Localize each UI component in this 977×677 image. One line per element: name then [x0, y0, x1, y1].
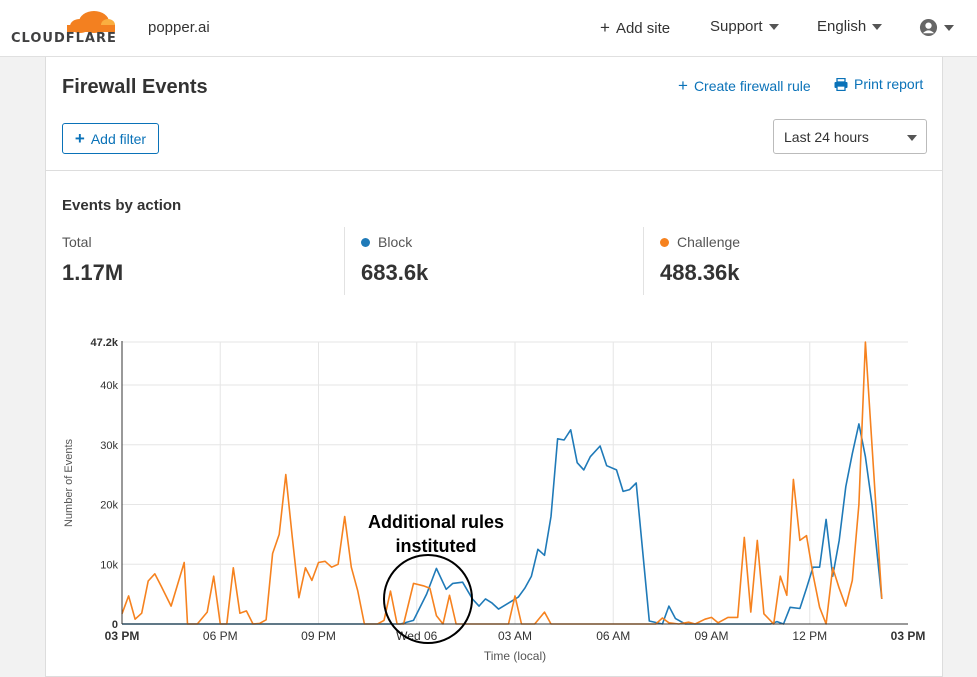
x-tick-label: 09 AM [694, 629, 728, 643]
plus-icon: + [678, 76, 688, 95]
print-report-label: Print report [854, 76, 924, 92]
total-label: Total [62, 234, 92, 250]
x-axis-ticks: 03 PM 06 PM 09 PM Wed 06 03 AM 06 AM 09 AM 12 P… [105, 629, 926, 643]
chevron-down-icon [907, 135, 917, 141]
cloud-logo-icon [67, 11, 115, 33]
chevron-down-icon [768, 23, 779, 30]
y-tick-label: 20k [100, 500, 118, 512]
create-rule-label: Create firewall rule [693, 78, 811, 94]
x-tick-label: 03 PM [105, 629, 140, 643]
add-site-label: Add site [615, 19, 671, 37]
language-menu[interactable]: English [817, 18, 883, 35]
block-label: Block [378, 234, 413, 250]
add-filter-button[interactable]: + Add filter [62, 123, 159, 154]
annotation-line-1: Additional rules [368, 512, 504, 532]
annotation-line-2: instituted [396, 536, 477, 556]
y-tick-label: 10k [100, 559, 118, 571]
time-range-select[interactable]: Last 24 hours [773, 119, 927, 154]
add-site-link[interactable]: + Add site [600, 18, 670, 38]
chart-grid [122, 341, 908, 624]
y-axis-label: Number of Events [63, 438, 75, 527]
series-line-block [122, 423, 883, 625]
section-divider [46, 170, 942, 171]
support-menu[interactable]: Support [710, 18, 779, 35]
x-tick-label: 12 PM [792, 629, 827, 643]
chart-series [121, 341, 883, 625]
block-dot-icon [361, 237, 370, 247]
brand-name: CLOUDFLARE [11, 31, 117, 46]
print-report-link[interactable]: Print report [834, 76, 923, 92]
y-tick-label: 0 [112, 619, 118, 631]
x-tick-label: Wed 06 [396, 629, 437, 643]
create-firewall-rule-link[interactable]: + Create firewall rule [678, 76, 811, 96]
y-tick-label: 30k [100, 440, 118, 452]
total-stat: Total 1.17M [62, 234, 123, 286]
add-filter-label: Add filter [90, 130, 147, 147]
x-tick-label: 03 AM [498, 629, 532, 643]
series-line-challenge [121, 341, 883, 625]
stat-separator [643, 227, 644, 295]
block-value: 683.6k [361, 260, 429, 285]
firewall-events-card: Firewall Events + Create firewall rule P… [45, 57, 943, 677]
y-tick-label: 47.2k [90, 337, 118, 349]
chevron-down-icon [872, 23, 883, 30]
x-tick-label: 03 PM [891, 629, 926, 643]
challenge-stat[interactable]: Challenge 488.36k [660, 234, 740, 286]
annotation-circle [383, 554, 473, 644]
chevron-down-icon [944, 24, 954, 31]
x-tick-label: 06 AM [596, 629, 630, 643]
stat-separator [344, 227, 345, 295]
top-bar: CLOUDFLARE popper.ai + Add site Support … [0, 0, 977, 57]
support-label: Support [710, 18, 763, 35]
x-tick-label: 06 PM [203, 629, 238, 643]
cloudflare-logo[interactable] [10, 8, 120, 48]
language-label: English [817, 18, 867, 35]
site-selector[interactable]: popper.ai [148, 19, 210, 36]
user-avatar-icon [919, 18, 938, 37]
user-menu[interactable] [919, 18, 954, 37]
block-stat[interactable]: Block 683.6k [361, 234, 428, 286]
x-axis-label: Time (local) [484, 649, 546, 663]
plus-icon: + [74, 128, 85, 148]
y-axis-ticks: 0 10k 20k 30k 40k 47.2k [90, 337, 118, 631]
plus-icon: + [600, 18, 610, 37]
events-by-action-title: Events by action [62, 197, 182, 214]
total-value: 1.17M [62, 260, 124, 285]
x-tick-label: 09 PM [301, 629, 336, 643]
y-tick-label: 40k [100, 380, 118, 392]
time-range-value: Last 24 hours [784, 129, 869, 145]
page-title: Firewall Events [62, 76, 208, 98]
challenge-label: Challenge [677, 234, 741, 250]
printer-icon [834, 77, 848, 91]
challenge-dot-icon [660, 237, 669, 247]
challenge-value: 488.36k [660, 260, 740, 285]
